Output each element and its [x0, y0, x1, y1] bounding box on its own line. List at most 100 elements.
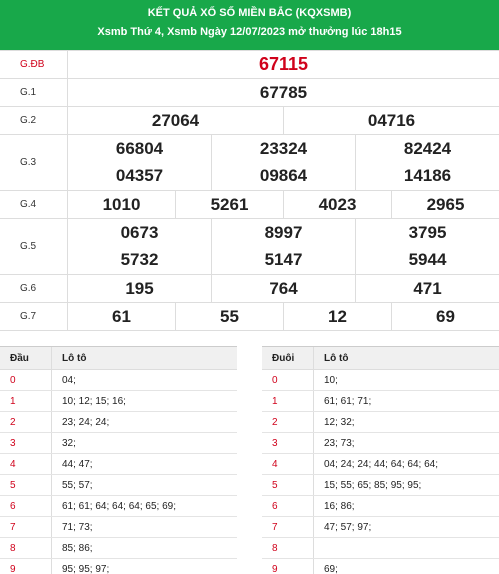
loto-key: 2 — [0, 412, 52, 432]
loto-values: 15; 55; 65; 85; 95; 95; — [324, 479, 422, 491]
loto-row: 8 85; 86; — [0, 538, 237, 559]
loto-row: 4 04; 24; 24; 44; 64; 64; 64; — [262, 454, 499, 475]
prize-line: 04357 09864 14186 — [68, 162, 499, 190]
loto-values: 23; 73; — [324, 437, 355, 449]
loto-row: 2 23; 24; 24; — [0, 412, 237, 433]
loto-key: 6 — [262, 496, 314, 516]
loto-head-col2: Lô tô — [62, 352, 87, 364]
loto-row: 3 23; 73; — [262, 433, 499, 454]
prize-number: 04357 — [68, 162, 212, 190]
prize-label: G.ĐB — [0, 51, 68, 78]
prize-line: 67115 — [68, 51, 499, 78]
loto-key: 8 — [0, 538, 52, 558]
prize-number: 23324 — [212, 135, 356, 163]
prize-number: 2965 — [426, 194, 465, 214]
prize-label: G.6 — [0, 275, 68, 302]
loto-row: 8 — [262, 538, 499, 559]
loto-values: 12; 32; — [324, 416, 355, 428]
loto-row: 6 61; 61; 64; 64; 64; 65; 69; — [0, 496, 237, 517]
loto-row: 0 04; — [0, 370, 237, 391]
loto-row: 6 16; 86; — [262, 496, 499, 517]
loto-key: 6 — [0, 496, 52, 516]
loto-tail-table: Đuôi Lô tô 0 10; 1 61; 61; 71; 2 12; 32; 3 23; … — [262, 346, 499, 574]
loto-key: 0 — [262, 370, 314, 390]
loto-key: 5 — [0, 475, 52, 495]
prize-label: G.3 — [0, 135, 68, 190]
results-table: G.ĐB 67115 G.1 67785 G.2 27064 04716 G.3 66804 23… — [0, 50, 499, 331]
loto-row: 7 47; 57; 97; — [262, 517, 499, 538]
loto-key: 8 — [262, 538, 314, 558]
loto-key: 9 — [262, 559, 314, 574]
prize-number: 14186 — [403, 166, 452, 186]
prize-number: 09864 — [212, 162, 356, 190]
prize-number: 82424 — [403, 138, 452, 158]
prize-row: G.3 66804 23324 82424 04357 09864 14186 — [0, 135, 499, 191]
prize-label: G.2 — [0, 107, 68, 134]
prize-number: 66804 — [68, 135, 212, 163]
loto-values: 16; 86; — [324, 500, 355, 512]
prize-number: 67785 — [259, 82, 308, 102]
loto-values: 32; — [62, 437, 76, 449]
prize-row: G.4 1010 5261 4023 2965 — [0, 191, 499, 219]
loto-row: 5 15; 55; 65; 85; 95; 95; — [262, 475, 499, 496]
loto-row: 2 12; 32; — [262, 412, 499, 433]
loto-values: 10; — [324, 374, 338, 386]
loto-values: 61; 61; 64; 64; 64; 65; 69; — [62, 500, 176, 512]
prize-number: 61 — [68, 303, 176, 330]
loto-row: 4 44; 47; — [0, 454, 237, 475]
loto-values: 85; 86; — [62, 542, 93, 554]
prize-label: G.5 — [0, 219, 68, 274]
loto-head-table: Đầu Lô tô 0 04; 1 10; 12; 15; 16; 2 23; 24; 2… — [0, 346, 237, 574]
loto-values: 55; 57; — [62, 479, 93, 491]
loto-head-col1: Đầu — [0, 347, 52, 369]
prize-number: 764 — [212, 275, 356, 302]
prize-line: 61 55 12 69 — [68, 303, 499, 330]
prize-number: 0673 — [68, 219, 212, 247]
prize-number: 04716 — [367, 110, 416, 130]
loto-row: 1 10; 12; 15; 16; — [0, 391, 237, 412]
prize-line: 27064 04716 — [68, 107, 499, 134]
prize-number: 1010 — [68, 191, 176, 218]
loto-tail-col1: Đuôi — [262, 347, 314, 369]
loto-values — [314, 538, 499, 558]
loto-key: 0 — [0, 370, 52, 390]
prize-number: 5147 — [212, 246, 356, 274]
loto-key: 7 — [262, 517, 314, 537]
prize-line: 1010 5261 4023 2965 — [68, 191, 499, 218]
loto-row: 3 32; — [0, 433, 237, 454]
prize-label: G.7 — [0, 303, 68, 330]
loto-row: 5 55; 57; — [0, 475, 237, 496]
prize-number: 5732 — [68, 246, 212, 274]
prize-number: 5944 — [408, 250, 447, 270]
prize-number: 8997 — [212, 219, 356, 247]
loto-values: 04; — [62, 374, 76, 386]
loto-key: 9 — [0, 559, 52, 574]
loto-tail-col2: Lô tô — [324, 352, 349, 364]
prize-row: G.ĐB 67115 — [0, 51, 499, 79]
loto-row: 1 61; 61; 71; — [262, 391, 499, 412]
prize-number: 195 — [68, 275, 212, 302]
prize-row: G.1 67785 — [0, 79, 499, 107]
loto-tail-header: Đuôi Lô tô — [262, 346, 499, 370]
loto-row: 7 71; 73; — [0, 517, 237, 538]
loto-key: 7 — [0, 517, 52, 537]
loto-row: 9 95; 95; 97; — [0, 559, 237, 574]
loto-key: 1 — [0, 391, 52, 411]
page-title: KẾT QUẢ XỔ SỐ MIỀN BẮC (KQXSMB) — [147, 7, 352, 19]
special-prize-number: 67115 — [258, 54, 309, 74]
loto-values: 95; 95; 97; — [62, 563, 110, 574]
prize-row: G.7 61 55 12 69 — [0, 303, 499, 331]
loto-key: 4 — [0, 454, 52, 474]
loto-values: 10; 12; 15; 16; — [62, 395, 126, 407]
page-subtitle: Xsmb Thứ 4, Xsmb Ngày 12/07/2023 mở thưở… — [97, 26, 402, 38]
loto-row: 0 10; — [262, 370, 499, 391]
loto-key: 4 — [262, 454, 314, 474]
prize-number: 69 — [436, 306, 455, 326]
prize-line: 0673 8997 3795 — [68, 219, 499, 247]
loto-values: 69; — [324, 563, 338, 574]
loto-values: 47; 57; 97; — [324, 521, 372, 533]
loto-values: 04; 24; 24; 44; 64; 64; 64; — [324, 458, 438, 470]
prize-line: 67785 — [68, 79, 499, 106]
prize-line: 195 764 471 — [68, 275, 499, 302]
prize-number: 471 — [413, 278, 442, 298]
